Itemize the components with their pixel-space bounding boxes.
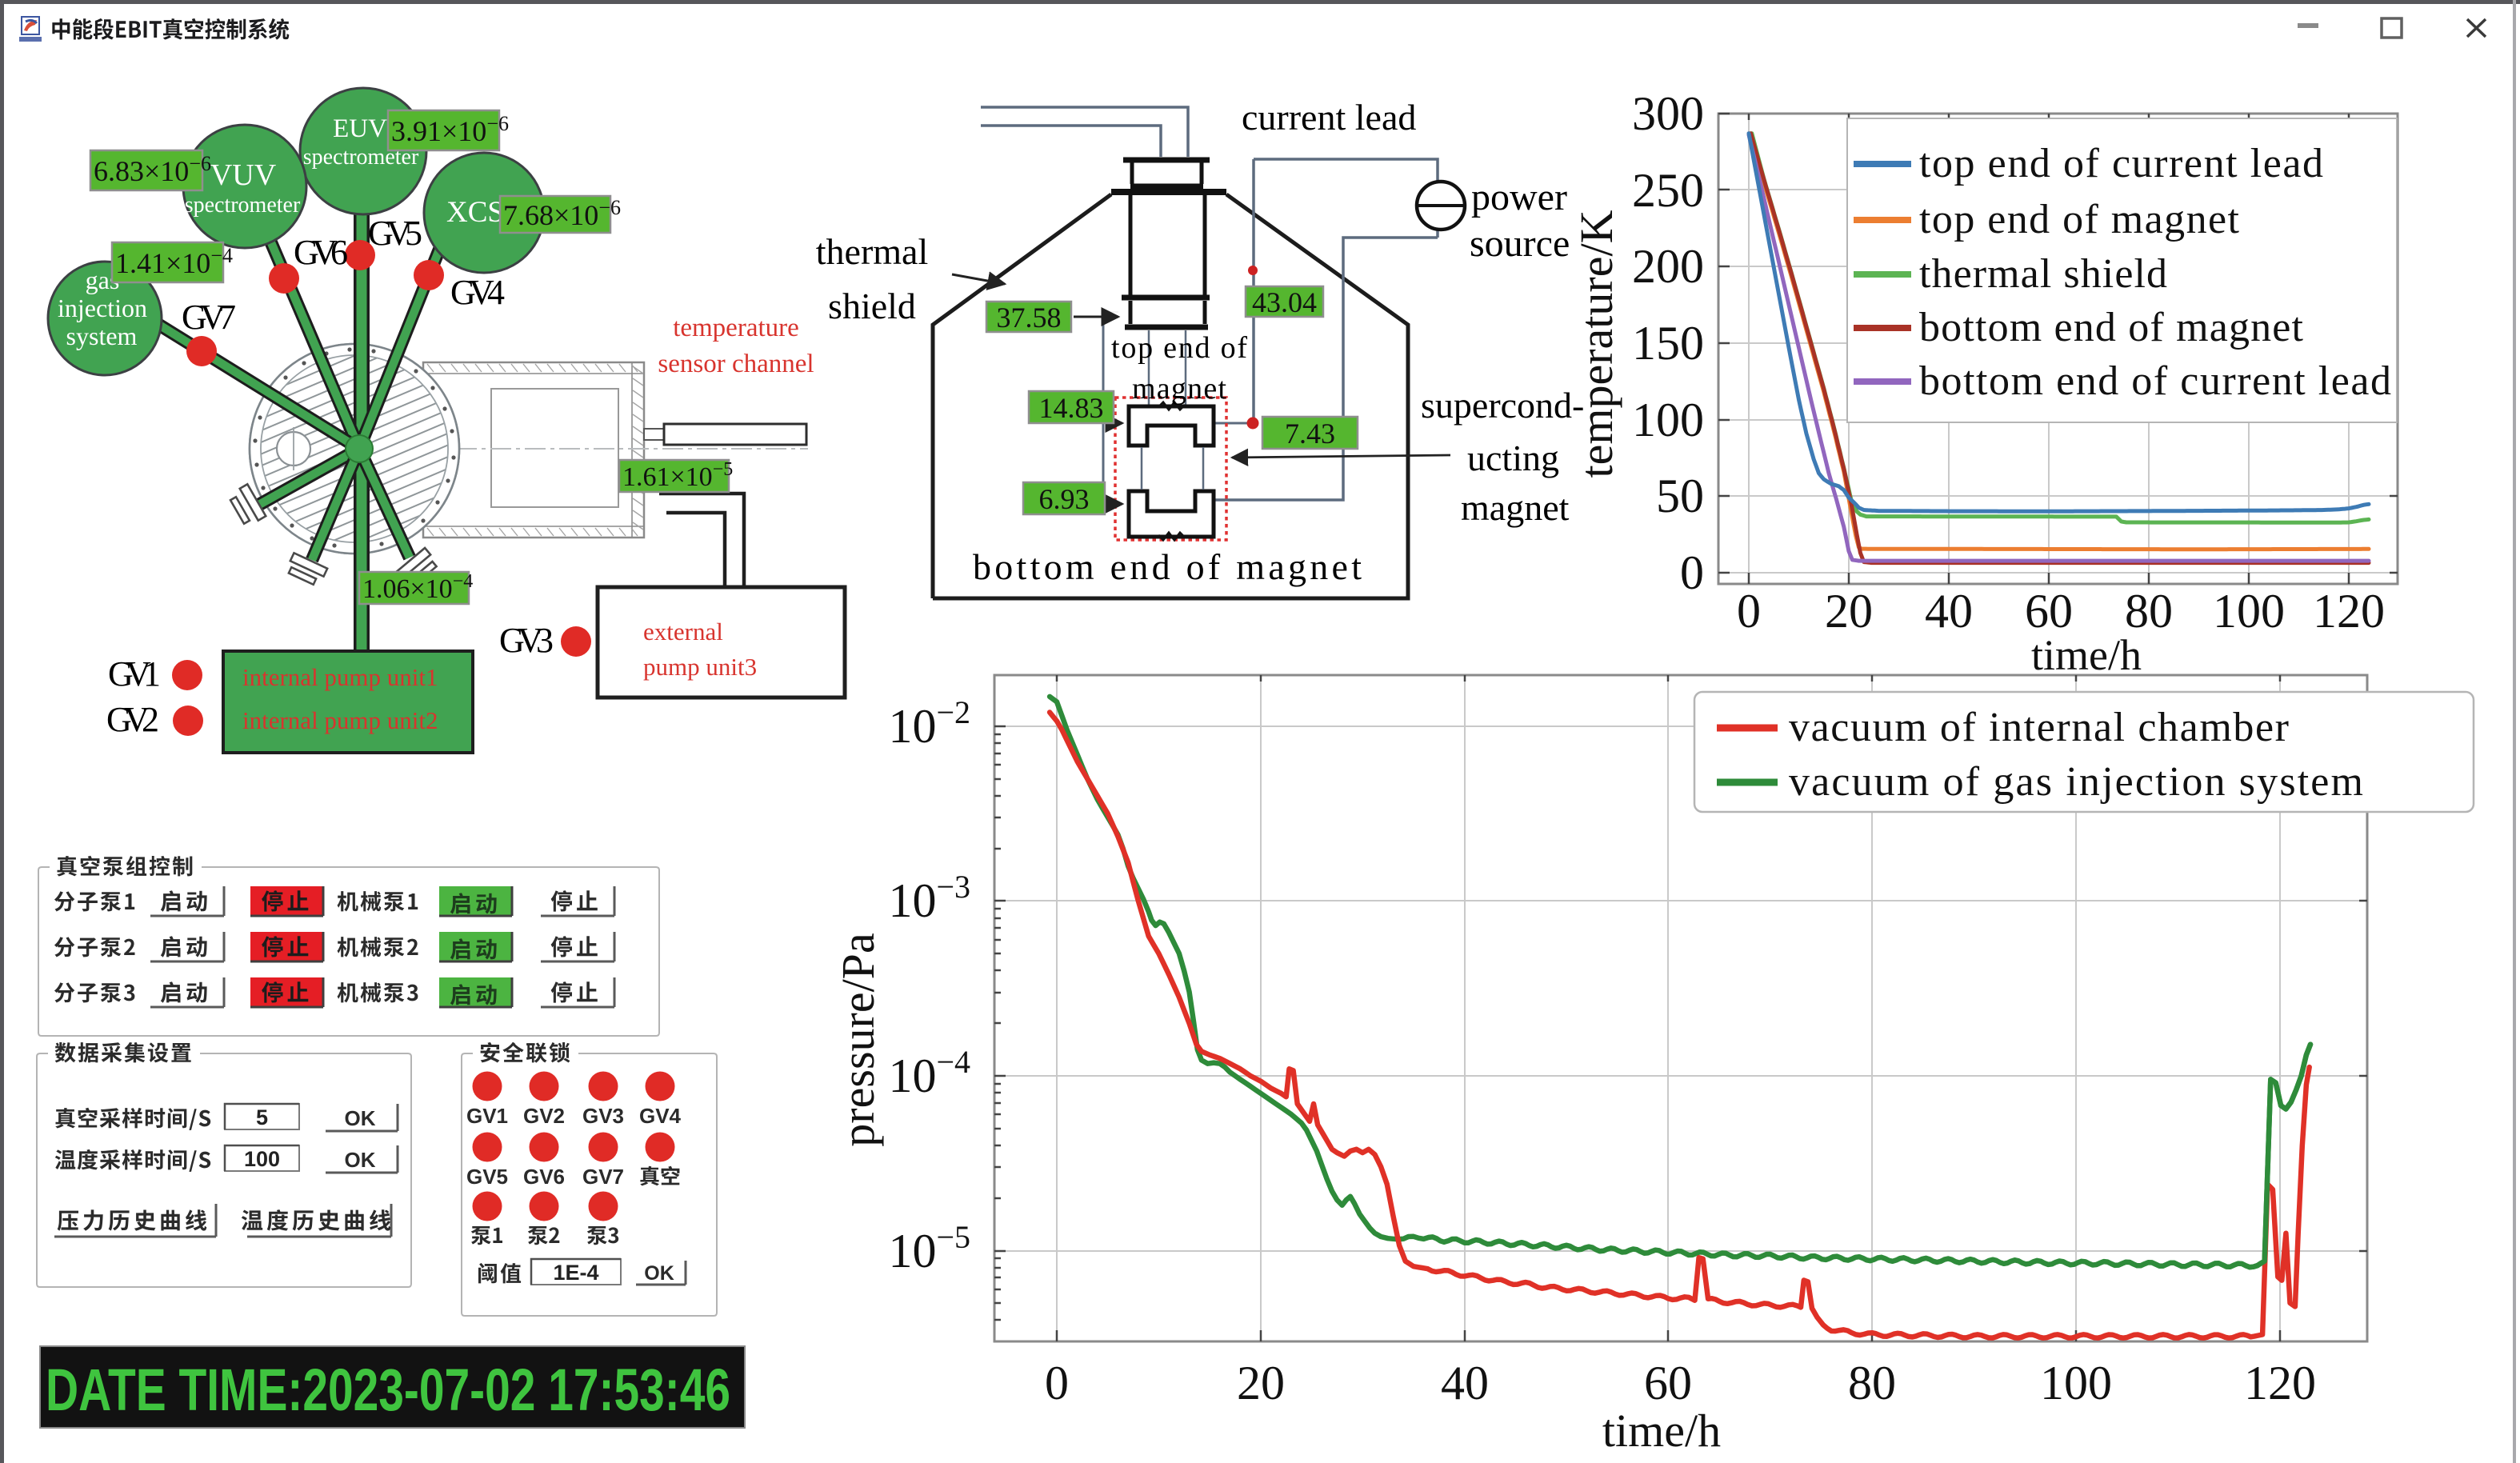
svg-text:time/h: time/h [1602, 1405, 1721, 1457]
svg-text:100: 100 [1632, 394, 1704, 446]
svg-text:vacuum of internal chamber: vacuum of internal chamber [1789, 705, 2289, 750]
svg-text:DATE TIME:2023-07-02 17:53:46: DATE TIME:2023-07-02 17:53:46 [46, 1357, 730, 1423]
svg-text:7.43: 7.43 [1285, 418, 1335, 450]
svg-text:GV5: GV5 [368, 214, 422, 253]
svg-text:10−2: 10−2 [888, 694, 970, 753]
svg-text:100: 100 [2213, 585, 2285, 638]
svg-text:80: 80 [2125, 585, 2173, 638]
svg-text:60: 60 [2025, 585, 2073, 638]
svg-text:1E-4: 1E-4 [553, 1261, 598, 1285]
svg-text:pump unit3: pump unit3 [643, 653, 757, 681]
svg-text:thermal shield: thermal shield [1919, 251, 2167, 297]
svg-text:bottom end of magnet: bottom end of magnet [1919, 305, 2304, 350]
svg-text:system: system [66, 322, 138, 350]
svg-text:GV2: GV2 [106, 700, 159, 739]
svg-text:GV6: GV6 [523, 1165, 565, 1189]
svg-text:OK: OK [345, 1106, 376, 1130]
svg-text:GV3: GV3 [499, 621, 554, 660]
svg-text:OK: OK [345, 1148, 376, 1172]
svg-text:GV1: GV1 [466, 1104, 508, 1128]
svg-text:internal pump unit2: internal pump unit2 [242, 706, 438, 734]
svg-text:injection: injection [58, 294, 147, 322]
svg-text:EUV: EUV [333, 114, 387, 143]
svg-text:top end of magnet: top end of magnet [1919, 197, 2240, 242]
svg-text:300: 300 [1632, 87, 1704, 140]
svg-text:thermal: thermal [816, 231, 929, 272]
svg-text:40: 40 [1441, 1357, 1489, 1409]
svg-text:10−3: 10−3 [888, 869, 970, 927]
svg-text:0: 0 [1045, 1357, 1069, 1409]
svg-text:10−5: 10−5 [888, 1219, 970, 1277]
svg-text:magnet: magnet [1132, 372, 1226, 406]
svg-text:time/h: time/h [2031, 631, 2142, 679]
svg-text:100: 100 [244, 1147, 280, 1171]
svg-text:14.83: 14.83 [1039, 392, 1104, 424]
svg-text:GV7: GV7 [182, 298, 236, 337]
svg-text:50: 50 [1656, 470, 1704, 522]
svg-text:shield: shield [828, 286, 916, 326]
svg-text:GV3: GV3 [582, 1104, 624, 1128]
svg-text:GV2: GV2 [523, 1104, 565, 1128]
svg-text:250: 250 [1632, 164, 1704, 217]
svg-text:GV6: GV6 [294, 233, 348, 272]
svg-text:5: 5 [256, 1105, 268, 1129]
svg-text:0: 0 [1737, 585, 1761, 638]
svg-text:10−4: 10−4 [888, 1044, 970, 1102]
svg-text:magnet: magnet [1461, 487, 1570, 528]
svg-text:bottom end of current lead: bottom end of current lead [1919, 358, 2391, 404]
svg-text:37.58: 37.58 [997, 302, 1062, 334]
svg-text:100: 100 [2040, 1357, 2112, 1409]
svg-text:43.04: 43.04 [1252, 286, 1317, 318]
svg-text:pressure/Pa: pressure/Pa [832, 933, 884, 1146]
svg-text:GV4: GV4 [450, 273, 505, 312]
svg-text:GV1: GV1 [108, 654, 161, 694]
svg-text:GV5: GV5 [466, 1165, 508, 1189]
svg-text:GV7: GV7 [582, 1165, 624, 1189]
svg-text:internal pump unit1: internal pump unit1 [242, 663, 438, 691]
svg-text:vacuum of gas injection system: vacuum of gas injection system [1789, 759, 2363, 805]
svg-text:6.93: 6.93 [1039, 483, 1090, 515]
svg-text:top end of current lead: top end of current lead [1919, 141, 2323, 186]
svg-text:GV4: GV4 [639, 1104, 682, 1128]
svg-text:temperature/K: temperature/K [1570, 210, 1622, 478]
svg-text:external: external [643, 618, 723, 646]
svg-text:200: 200 [1632, 240, 1704, 293]
svg-text:120: 120 [2244, 1357, 2316, 1409]
svg-text:150: 150 [1632, 317, 1704, 370]
svg-text:OK: OK [644, 1262, 674, 1285]
svg-text:40: 40 [1925, 585, 1973, 638]
svg-text:60: 60 [1644, 1357, 1692, 1409]
svg-text:temperature: temperature [673, 314, 799, 342]
svg-text:supercond-: supercond- [1421, 385, 1584, 426]
svg-text:20: 20 [1825, 585, 1873, 638]
svg-text:source: source [1470, 222, 1570, 265]
svg-text:VUV: VUV [210, 158, 277, 192]
svg-text:20: 20 [1237, 1357, 1285, 1409]
svg-text:power: power [1471, 176, 1567, 218]
svg-text:120: 120 [2313, 585, 2385, 638]
svg-text:bottom end of magnet: bottom end of magnet [973, 546, 1362, 587]
svg-text:ucting: ucting [1467, 438, 1559, 478]
svg-text:0: 0 [1680, 546, 1704, 599]
svg-text:spectrometer: spectrometer [185, 193, 301, 218]
svg-text:top end of: top end of [1111, 331, 1247, 365]
svg-text:80: 80 [1848, 1357, 1896, 1409]
svg-text:sensor channel: sensor channel [658, 350, 814, 378]
svg-text:XCS: XCS [446, 196, 504, 229]
svg-text:current lead: current lead [1242, 97, 1416, 138]
